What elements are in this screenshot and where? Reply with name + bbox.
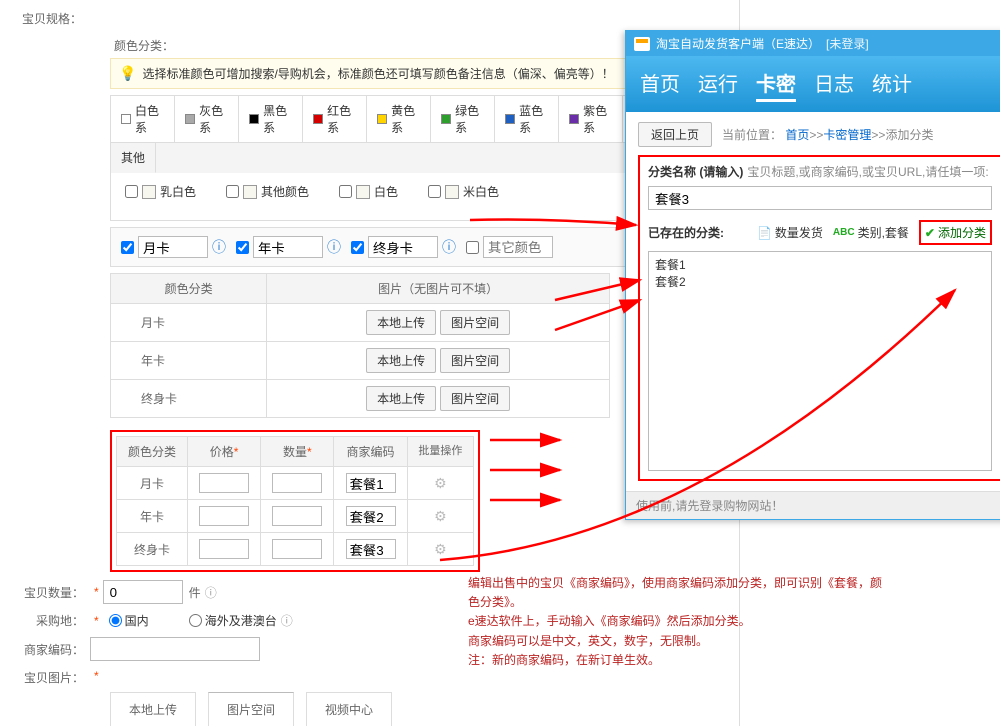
qty-input[interactable]	[272, 539, 322, 559]
seller-code-input[interactable]	[90, 637, 260, 661]
qty-input[interactable]	[103, 580, 183, 604]
color-tab[interactable]: 黑色系	[239, 96, 303, 143]
spec-label: 宝贝规格：	[0, 6, 90, 27]
category-input[interactable]	[648, 186, 992, 210]
status-bar: 使用前,请先登录购物网站！	[626, 491, 1000, 519]
pic-tabs: 本地上传 图片空间 视频中心	[110, 692, 739, 726]
pic-space-button[interactable]: 图片空间	[440, 348, 510, 373]
seller-code-cell[interactable]	[346, 473, 396, 493]
pic-tab-video[interactable]: 视频中心	[306, 692, 392, 726]
color-tab[interactable]: 黄色系	[367, 96, 431, 143]
price-table-highlight: 颜色分类 价格* 数量* 商家编码 批量操作 月卡⚙年卡⚙终身卡⚙	[110, 430, 480, 572]
abc-icon: ABC	[833, 227, 855, 238]
check-icon: ✔	[925, 226, 935, 240]
upload-local-button[interactable]: 本地上传	[366, 386, 436, 411]
list-item[interactable]: 套餐1	[655, 256, 985, 273]
nav-卡密[interactable]: 卡密	[756, 68, 796, 102]
color-tab[interactable]: 白色系	[111, 96, 175, 143]
nav-运行[interactable]: 运行	[698, 68, 738, 102]
color-tab[interactable]: 灰色系	[175, 96, 239, 143]
gear-icon[interactable]: ⚙	[434, 541, 447, 557]
color-option[interactable]: 乳白色	[125, 183, 196, 200]
app-icon	[634, 37, 650, 51]
other-color-option[interactable]	[466, 236, 553, 258]
purchase-domestic[interactable]: 国内	[109, 612, 149, 629]
seller-code-cell[interactable]	[346, 539, 396, 559]
nav-统计[interactable]: 统计	[872, 68, 912, 102]
back-button[interactable]: 返回上页	[638, 122, 712, 147]
color-tab[interactable]: 红色系	[303, 96, 367, 143]
info-icon: ⓘ	[205, 584, 217, 601]
pic-tab-local[interactable]: 本地上传	[110, 692, 196, 726]
pic-space-button[interactable]: 图片空间	[440, 310, 510, 335]
nav-首页[interactable]: 首页	[640, 68, 680, 102]
price-input[interactable]	[199, 506, 249, 526]
annotation-text: 编辑出售中的宝贝《商家编码》，使用商家编码添加分类，即可识别《套餐，颜色分类》。…	[468, 574, 888, 670]
doc-icon: 📄	[757, 226, 772, 240]
color-tab[interactable]: 绿色系	[431, 96, 495, 143]
gear-icon[interactable]: ⚙	[434, 475, 447, 491]
tool-category[interactable]: ABC类别,套餐	[833, 224, 909, 241]
selected-option[interactable]: ⓘ	[351, 236, 456, 258]
category-input-highlight: 分类名称 (请输入) 宝贝标题,或商家编码,或宝贝URL,请任填一项: 已存在的…	[638, 155, 1000, 481]
qty-input[interactable]	[272, 473, 322, 493]
window-titlebar[interactable]: 淘宝自动发货客户端（E速达） [未登录]	[626, 31, 1000, 56]
image-upload-table: 颜色分类 图片（无图片可不填） 月卡本地上传图片空间年卡本地上传图片空间终身卡本…	[110, 273, 610, 418]
gear-icon[interactable]: ⚙	[434, 508, 447, 524]
upload-local-button[interactable]: 本地上传	[366, 348, 436, 373]
crumb-home[interactable]: 首页	[785, 128, 809, 142]
color-option[interactable]: 其他颜色	[226, 183, 309, 200]
esuda-window: 淘宝自动发货客户端（E速达） [未登录] 首页运行卡密日志统计 返回上页 当前位…	[625, 30, 1000, 520]
breadcrumb: 当前位置： 首页>>卡密管理>>添加分类	[722, 126, 933, 143]
color-tab[interactable]: 蓝色系	[495, 96, 559, 143]
bulb-icon: 💡	[119, 65, 136, 82]
pic-space-button[interactable]: 图片空间	[440, 386, 510, 411]
color-tab-other[interactable]: 其他	[111, 143, 156, 173]
existing-categories-list[interactable]: 套餐1套餐2	[648, 251, 992, 471]
selected-option[interactable]: ⓘ	[236, 236, 341, 258]
tool-qty[interactable]: 📄数量发货	[757, 224, 823, 241]
qty-input[interactable]	[272, 506, 322, 526]
upload-local-button[interactable]: 本地上传	[366, 310, 436, 335]
pic-tab-space[interactable]: 图片空间	[208, 692, 294, 726]
pic-row: 宝贝图片： *	[0, 669, 739, 686]
add-category-button[interactable]: ✔添加分类	[919, 220, 992, 245]
price-input[interactable]	[199, 539, 249, 559]
crumb-mgmt[interactable]: 卡密管理	[823, 128, 871, 142]
selected-option[interactable]: ⓘ	[121, 236, 226, 258]
price-input[interactable]	[199, 473, 249, 493]
list-item[interactable]: 套餐2	[655, 273, 985, 290]
nav-日志[interactable]: 日志	[814, 68, 854, 102]
purchase-overseas[interactable]: 海外及港澳台	[189, 612, 277, 629]
color-option[interactable]: 米白色	[428, 183, 499, 200]
color-tab[interactable]: 紫色系	[559, 96, 623, 143]
price-table: 颜色分类 价格* 数量* 商家编码 批量操作 月卡⚙年卡⚙终身卡⚙	[116, 436, 474, 566]
nav-bar: 首页运行卡密日志统计	[626, 56, 1000, 112]
info-icon: ⓘ	[281, 612, 293, 629]
color-option[interactable]: 白色	[339, 183, 398, 200]
seller-code-cell[interactable]	[346, 506, 396, 526]
